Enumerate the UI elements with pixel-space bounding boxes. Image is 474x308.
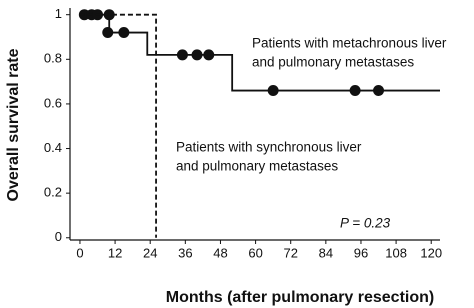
y-tick-label: 1 — [55, 6, 62, 21]
x-tick-label: 120 — [420, 245, 442, 260]
censor-mark — [349, 85, 361, 97]
x-tick-label: 60 — [248, 245, 262, 260]
censor-mark — [267, 85, 279, 97]
y-tick-label: 0.2 — [44, 185, 62, 200]
legend-label: Patients with synchronous liver — [176, 140, 362, 155]
x-tick-label: 96 — [354, 245, 368, 260]
x-tick-label: 108 — [385, 245, 407, 260]
p-value: P = 0.23 — [340, 216, 391, 231]
censor-mark — [203, 49, 215, 61]
censor-mark — [118, 27, 130, 39]
censor-mark — [373, 85, 385, 97]
censor-mark — [191, 49, 203, 61]
x-axis-title: Months (after pulmonary resection) — [166, 289, 434, 306]
legend-label: and pulmonary metastases — [252, 55, 414, 70]
x-tick-label: 0 — [76, 245, 83, 260]
x-tick-label: 72 — [283, 245, 297, 260]
x-tick-label: 24 — [143, 245, 157, 260]
y-tick-label: 0.4 — [44, 140, 62, 155]
censor-mark — [176, 49, 188, 61]
censor-mark — [103, 9, 115, 21]
y-tick-label: 0 — [55, 229, 62, 244]
y-tick-label: 0.8 — [44, 51, 62, 66]
legend-label: Patients with metachronous liver — [252, 36, 447, 51]
x-tick-label: 48 — [213, 245, 227, 260]
legend-label: and pulmonary metastases — [176, 159, 338, 174]
survival-curve — [79, 13, 440, 92]
x-tick-label: 84 — [319, 245, 333, 260]
survival-curve — [79, 13, 157, 238]
y-axis-title: Overall survival rate — [5, 48, 22, 201]
censor-mark — [102, 27, 114, 39]
y-tick-label: 0.6 — [44, 95, 62, 110]
x-tick-label: 12 — [108, 245, 122, 260]
x-tick-label: 36 — [178, 245, 192, 260]
